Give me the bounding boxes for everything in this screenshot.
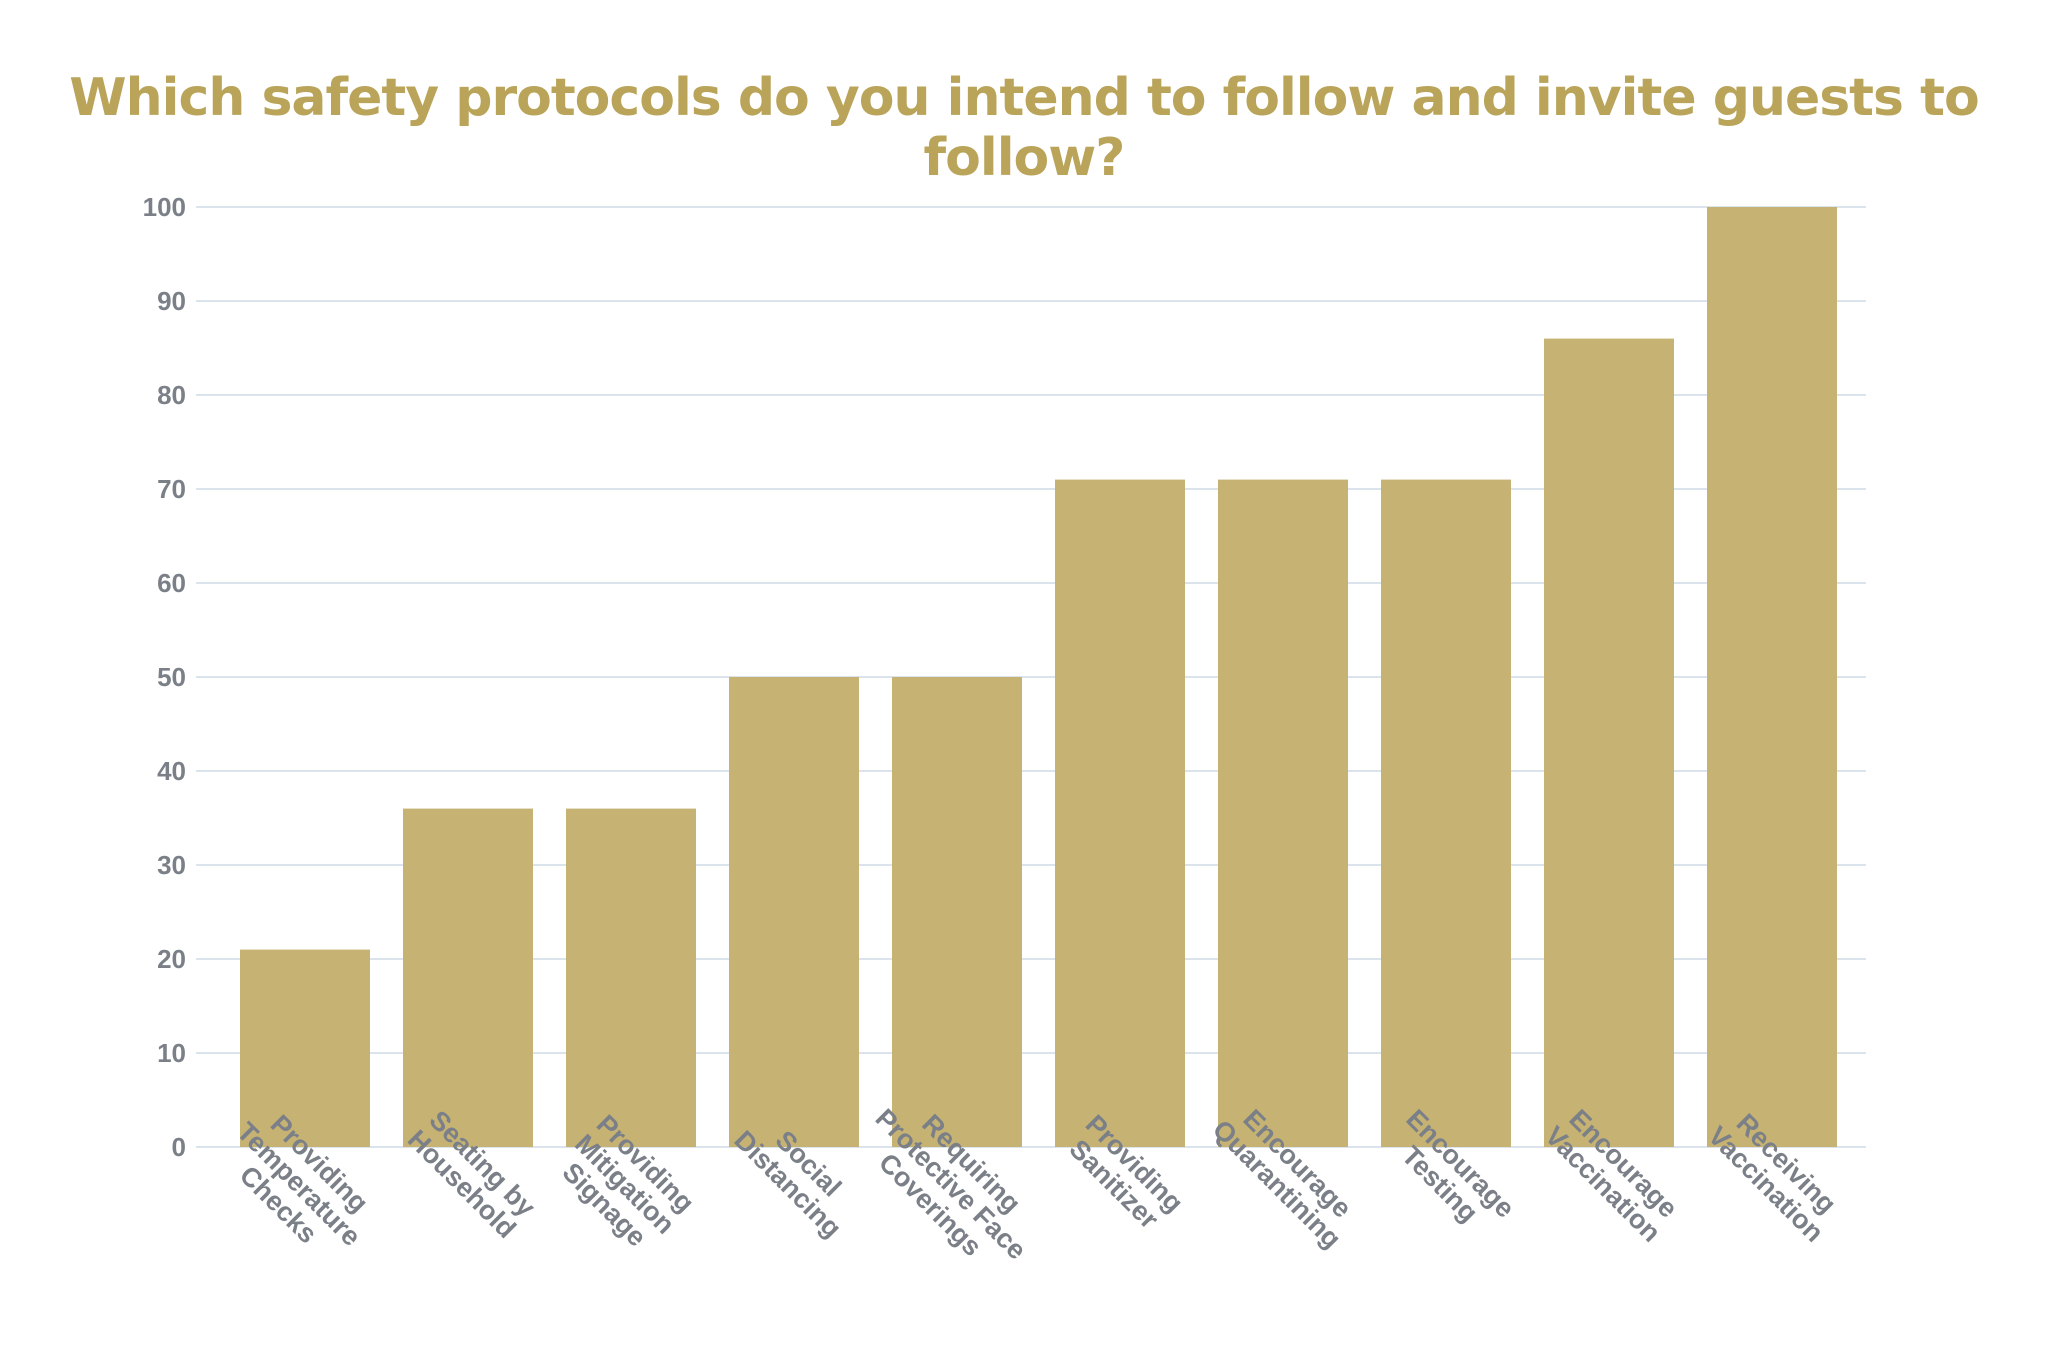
bars — [240, 207, 1837, 1148]
bar — [729, 677, 859, 1147]
y-tick-label: 50 — [157, 662, 186, 692]
bar — [1055, 479, 1185, 1148]
bar — [1218, 479, 1348, 1148]
bar — [1544, 338, 1674, 1148]
y-tick-label: 80 — [157, 380, 186, 410]
y-tick-label: 70 — [157, 474, 186, 504]
y-tick-label: 10 — [157, 1038, 186, 1068]
y-tick-label: 100 — [143, 192, 186, 222]
bar — [403, 808, 533, 1147]
y-tick-label: 60 — [157, 568, 186, 598]
y-tick-label: 0 — [172, 1132, 186, 1162]
y-tick-label: 30 — [157, 850, 186, 880]
bar — [1707, 207, 1837, 1147]
y-tick-label: 40 — [157, 756, 186, 786]
y-tick-label: 20 — [157, 944, 186, 974]
chart-title: Which safety protocols do you intend to … — [69, 68, 1979, 188]
y-axis-ticks: 0 10 20 30 40 50 60 70 80 90 100 — [143, 192, 186, 1162]
bar — [1381, 479, 1511, 1148]
bar — [892, 677, 1022, 1147]
y-tick-label: 90 — [157, 286, 186, 316]
bar — [566, 808, 696, 1147]
bar — [240, 949, 370, 1147]
